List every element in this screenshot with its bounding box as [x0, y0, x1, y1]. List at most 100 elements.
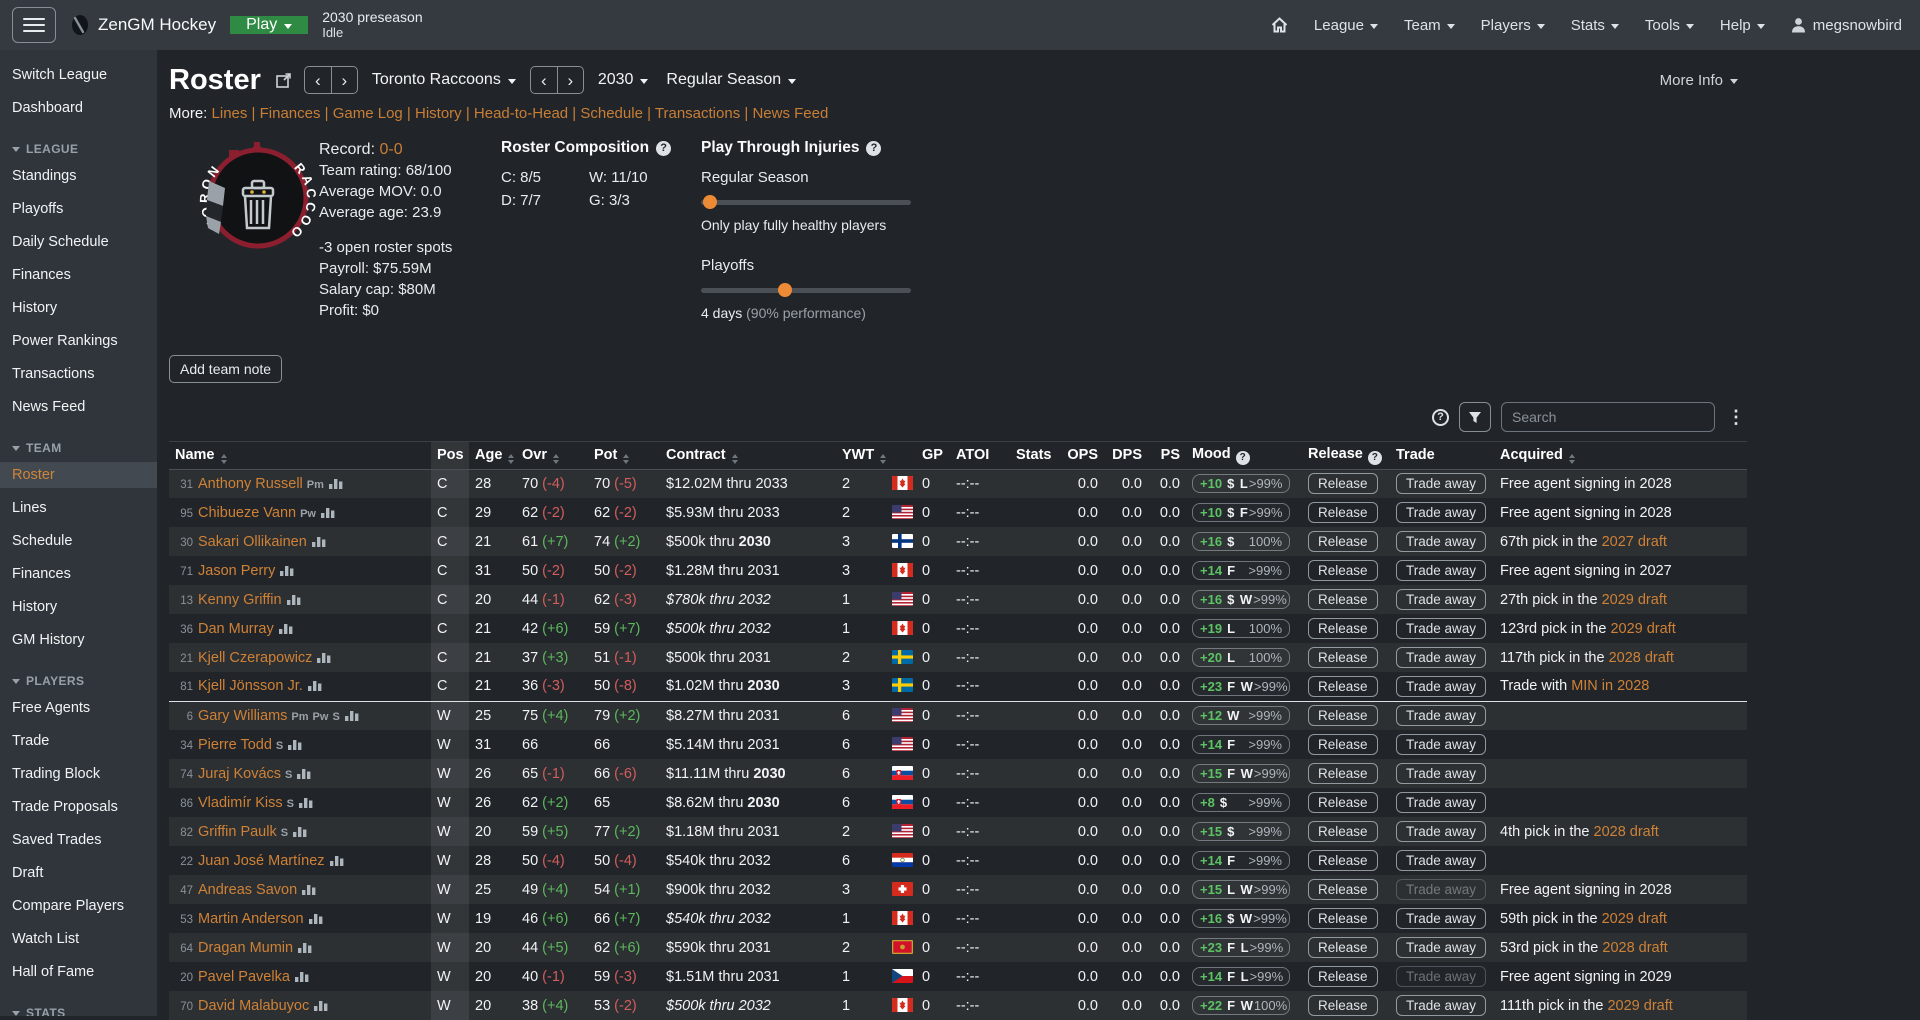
sidebar-item-playoffs[interactable]: Playoffs — [0, 196, 157, 222]
acquired-link[interactable]: 2027 draft — [1602, 534, 1667, 550]
season-dropdown[interactable]: 2030 — [598, 71, 649, 89]
search-input[interactable] — [1501, 402, 1715, 432]
trade-away-button[interactable]: Trade away — [1396, 560, 1486, 581]
release-button[interactable]: Release — [1308, 647, 1378, 668]
player-stats-chart-icon[interactable] — [280, 564, 294, 576]
sidebar-item-watch-list[interactable]: Watch List — [0, 926, 157, 952]
help-icon[interactable]: ? — [1368, 451, 1382, 465]
regular-season-injury-slider[interactable] — [701, 195, 911, 209]
sidebar-item-history[interactable]: History — [0, 594, 157, 620]
release-button[interactable]: Release — [1308, 908, 1378, 929]
sidebar-item-switch-league[interactable]: Switch League — [0, 62, 157, 88]
phase-dropdown[interactable]: Regular Season — [666, 71, 796, 89]
sidebar-item-transactions[interactable]: Transactions — [0, 361, 157, 387]
user-account[interactable]: megsnowbird — [1791, 17, 1902, 34]
menu-league[interactable]: League — [1314, 17, 1378, 34]
more-link-game-log[interactable]: Game Log — [333, 105, 403, 122]
trade-away-button[interactable]: Trade away — [1396, 995, 1486, 1016]
player-stats-chart-icon[interactable] — [312, 535, 326, 547]
sidebar-item-compare-players[interactable]: Compare Players — [0, 893, 157, 919]
menu-team[interactable]: Team — [1404, 17, 1455, 34]
release-button[interactable]: Release — [1308, 473, 1378, 494]
prev-season-button[interactable]: ‹ — [530, 66, 557, 94]
player-stats-chart-icon[interactable] — [287, 593, 301, 605]
home-button[interactable] — [1271, 17, 1288, 33]
release-button[interactable]: Release — [1308, 705, 1378, 726]
trade-away-button[interactable]: Trade away — [1396, 821, 1486, 842]
record-link[interactable]: 0-0 — [379, 141, 402, 158]
trade-away-button[interactable]: Trade away — [1396, 734, 1486, 755]
more-link-transactions[interactable]: Transactions — [655, 105, 740, 122]
more-info-dropdown[interactable]: More Info — [1660, 72, 1738, 89]
mood-badge[interactable]: +15$>99% — [1192, 822, 1290, 841]
menu-stats[interactable]: Stats — [1571, 17, 1619, 34]
player-stats-chart-icon[interactable] — [321, 506, 335, 518]
player-name-link[interactable]: Anthony Russell — [198, 476, 303, 492]
acquired-link[interactable]: 2029 draft — [1607, 998, 1672, 1014]
sidebar-item-trading-block[interactable]: Trading Block — [0, 761, 157, 787]
release-button[interactable]: Release — [1308, 763, 1378, 784]
trade-away-button[interactable]: Trade away — [1396, 531, 1486, 552]
player-name-link[interactable]: Vladimír Kiss — [198, 795, 283, 811]
table-help-icon[interactable]: ? — [1432, 409, 1449, 426]
help-icon[interactable]: ? — [866, 141, 881, 156]
play-button[interactable]: Play — [230, 16, 308, 34]
release-button[interactable]: Release — [1308, 560, 1378, 581]
column-header-ovr[interactable]: Ovr — [516, 442, 588, 470]
trade-away-button[interactable]: Trade away — [1396, 647, 1486, 668]
more-link-history[interactable]: History — [415, 105, 462, 122]
release-button[interactable]: Release — [1308, 995, 1378, 1016]
sidebar-item-finances[interactable]: Finances — [0, 262, 157, 288]
release-button[interactable]: Release — [1308, 850, 1378, 871]
mood-badge[interactable]: +10$ L>99% — [1192, 474, 1290, 493]
player-stats-chart-icon[interactable] — [295, 970, 309, 982]
acquired-link[interactable]: 2029 draft — [1602, 911, 1667, 927]
player-stats-chart-icon[interactable] — [279, 622, 293, 634]
sort-icon[interactable] — [880, 454, 886, 464]
sort-icon[interactable] — [221, 454, 227, 464]
sidebar-item-trade[interactable]: Trade — [0, 728, 157, 754]
release-button[interactable]: Release — [1308, 821, 1378, 842]
sidebar-item-free-agents[interactable]: Free Agents — [0, 695, 157, 721]
more-link-head-to-head[interactable]: Head-to-Head — [474, 105, 568, 122]
acquired-link[interactable]: 2029 draft — [1602, 592, 1667, 608]
trade-away-button[interactable]: Trade away — [1396, 589, 1486, 610]
open-in-window-icon[interactable] — [275, 72, 292, 89]
sidebar-item-daily-schedule[interactable]: Daily Schedule — [0, 229, 157, 255]
player-name-link[interactable]: Kenny Griffin — [198, 592, 282, 608]
player-name-link[interactable]: Juan José Martínez — [198, 853, 325, 869]
player-stats-chart-icon[interactable] — [293, 825, 307, 837]
release-button[interactable]: Release — [1308, 966, 1378, 987]
release-button[interactable]: Release — [1308, 734, 1378, 755]
player-name-link[interactable]: Martin Anderson — [198, 911, 304, 927]
column-header-name[interactable]: Name — [169, 442, 431, 470]
trade-away-button[interactable]: Trade away — [1396, 618, 1486, 639]
sidebar-item-trade-proposals[interactable]: Trade Proposals — [0, 794, 157, 820]
player-stats-chart-icon[interactable] — [297, 767, 311, 779]
acquired-link[interactable]: 2028 draft — [1602, 940, 1667, 956]
trade-away-button[interactable]: Trade away — [1396, 908, 1486, 929]
sidebar-item-history[interactable]: History — [0, 295, 157, 321]
team-dropdown[interactable]: Toronto Raccoons — [372, 71, 516, 89]
column-header-acquired[interactable]: Acquired — [1494, 442, 1747, 470]
player-name-link[interactable]: Juraj Kovács — [198, 766, 281, 782]
column-header-ywt[interactable]: YWT — [836, 442, 886, 470]
trade-away-button[interactable]: Trade away — [1396, 792, 1486, 813]
sidebar-item-schedule[interactable]: Schedule — [0, 528, 157, 554]
player-stats-chart-icon[interactable] — [299, 796, 313, 808]
player-name-link[interactable]: Chibueze Vann — [198, 505, 296, 521]
trade-away-button[interactable]: Trade away — [1396, 705, 1486, 726]
player-stats-chart-icon[interactable] — [298, 941, 312, 953]
sort-icon[interactable] — [553, 454, 559, 464]
player-stats-chart-icon[interactable] — [288, 738, 302, 750]
filter-button[interactable] — [1459, 402, 1491, 432]
sidebar-item-power-rankings[interactable]: Power Rankings — [0, 328, 157, 354]
release-button[interactable]: Release — [1308, 676, 1378, 697]
